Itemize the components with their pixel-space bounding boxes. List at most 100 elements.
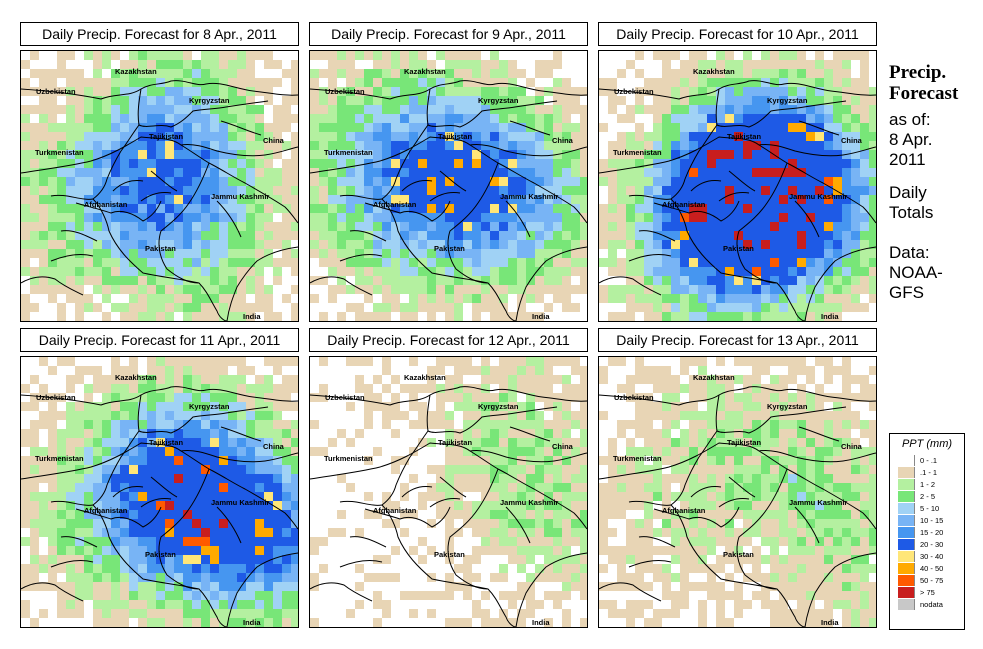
forecast-panel-13-apr: Daily Precip. Forecast for 13 Apr., 2011… (598, 328, 877, 628)
legend-swatch (898, 490, 915, 502)
legend-label: 30 - 40 (920, 551, 944, 561)
label-china: China (263, 136, 285, 145)
legend-label: 2 - 5 (920, 491, 936, 501)
legend-label: 5 - 10 (920, 503, 940, 513)
panel-title: Daily Precip. Forecast for 9 Apr., 2011 (309, 22, 588, 46)
label-afghanistan: Afghanistan (84, 506, 128, 515)
sidebar-title-line2: Forecast (889, 83, 959, 104)
label-pakistan: Pakistan (145, 244, 176, 253)
label-india: India (821, 312, 839, 321)
legend-title: PPT (mm) (901, 438, 953, 450)
legend-label: 15 - 20 (920, 527, 944, 537)
label-kyrgyzstan: Kyrgyzstan (767, 402, 808, 411)
label-jammu-kashmir: Jammu Kashmir (789, 498, 847, 507)
label-afghanistan: Afghanistan (84, 200, 128, 209)
label-jammu-kashmir: Jammu Kashmir (500, 498, 558, 507)
legend-label: 10 - 15 (920, 515, 944, 525)
label-kazakhstan: Kazakhstan (404, 373, 446, 382)
legend-item: 30 - 40 (898, 550, 964, 562)
legend-label: .1 - 1 (920, 467, 938, 477)
label-afghanistan: Afghanistan (662, 506, 706, 515)
label-kyrgyzstan: Kyrgyzstan (767, 96, 808, 105)
legend-swatch (898, 586, 915, 598)
legend-item: 40 - 50 (898, 562, 964, 574)
sidebar-source: Data: NOAA- GFS (889, 243, 943, 303)
sidebar-period: Daily Totals (889, 183, 933, 223)
label-kyrgyzstan: Kyrgyzstan (189, 402, 230, 411)
precip-map: Kazakhstan Uzbekistan Kyrgyzstan Tajikis… (309, 356, 588, 628)
precip-map: Kazakhstan Uzbekistan Kyrgyzstan Tajikis… (20, 356, 299, 628)
label-uzbekistan: Uzbekistan (614, 87, 654, 96)
label-pakistan: Pakistan (434, 550, 465, 559)
legend-swatch (898, 574, 915, 586)
panel-title: Daily Precip. Forecast for 12 Apr., 2011 (309, 328, 588, 352)
legend-swatch (898, 478, 915, 490)
label-jammu-kashmir: Jammu Kashmir (211, 192, 269, 201)
label-kyrgyzstan: Kyrgyzstan (478, 402, 519, 411)
forecast-panel-10-apr: Daily Precip. Forecast for 10 Apr., 2011… (598, 22, 877, 322)
label-china: China (841, 442, 863, 451)
label-uzbekistan: Uzbekistan (36, 393, 76, 402)
country-borders (599, 80, 876, 321)
legend-item: 5 - 10 (898, 502, 964, 514)
source-label: Data: (889, 243, 930, 262)
country-borders (310, 80, 587, 321)
forecast-panel-12-apr: Daily Precip. Forecast for 12 Apr., 2011… (309, 328, 588, 628)
label-kazakhstan: Kazakhstan (115, 373, 157, 382)
legend-label: nodata (920, 599, 943, 609)
period-line1: Daily (889, 183, 927, 202)
sidebar-title: Precip. Forecast (889, 62, 958, 104)
label-china: China (841, 136, 863, 145)
label-kazakhstan: Kazakhstan (404, 67, 446, 76)
label-tajikistan: Tajikistan (727, 132, 761, 141)
label-jammu-kashmir: Jammu Kashmir (500, 192, 558, 201)
legend-item: 10 - 15 (898, 514, 964, 526)
label-tajikistan: Tajikistan (149, 132, 183, 141)
precip-map: Kazakhstan Uzbekistan Kyrgyzstan Tajikis… (20, 50, 299, 322)
precip-map: Kazakhstan Uzbekistan Kyrgyzstan Tajikis… (598, 50, 877, 322)
precip-cells (310, 51, 587, 321)
precip-map: Kazakhstan Uzbekistan Kyrgyzstan Tajikis… (309, 50, 588, 322)
source-line2: GFS (889, 283, 924, 302)
label-turkmenistan: Turkmenistan (613, 454, 662, 463)
label-tajikistan: Tajikistan (438, 132, 472, 141)
legend-label: 1 - 2 (920, 479, 936, 489)
precip-cells (21, 357, 298, 627)
label-pakistan: Pakistan (723, 550, 754, 559)
legend-swatch (898, 502, 915, 514)
precip-cells (599, 357, 876, 627)
label-india: India (532, 618, 550, 627)
sidebar-asof: as of: 8 Apr. 2011 (889, 110, 932, 170)
legend-item: 50 - 75 (898, 574, 964, 586)
legend-item: > 75 (898, 586, 964, 598)
legend-item: 1 - 2 (898, 478, 964, 490)
label-pakistan: Pakistan (434, 244, 465, 253)
label-tajikistan: Tajikistan (727, 438, 761, 447)
label-afghanistan: Afghanistan (662, 200, 706, 209)
label-turkmenistan: Turkmenistan (613, 148, 662, 157)
legend-swatch (898, 526, 915, 538)
label-afghanistan: Afghanistan (373, 200, 417, 209)
legend-label: 50 - 75 (920, 575, 944, 585)
forecast-panel-8-apr: Daily Precip. Forecast for 8 Apr., 2011 … (20, 22, 299, 322)
label-india: India (821, 618, 839, 627)
label-india: India (243, 312, 261, 321)
legend-item: nodata (898, 598, 964, 610)
label-china: China (552, 136, 574, 145)
label-turkmenistan: Turkmenistan (35, 148, 84, 157)
label-pakistan: Pakistan (723, 244, 754, 253)
label-china: China (263, 442, 285, 451)
legend-item: 2 - 5 (898, 490, 964, 502)
legend-swatch (898, 562, 915, 574)
legend-swatch (898, 598, 915, 610)
label-tajikistan: Tajikistan (149, 438, 183, 447)
label-kazakhstan: Kazakhstan (693, 67, 735, 76)
label-kazakhstan: Kazakhstan (693, 373, 735, 382)
asof-date-line2: 2011 (889, 150, 926, 169)
panel-title: Daily Precip. Forecast for 13 Apr., 2011 (598, 328, 877, 352)
label-turkmenistan: Turkmenistan (324, 454, 373, 463)
label-india: India (532, 312, 550, 321)
country-borders (310, 386, 587, 627)
label-jammu-kashmir: Jammu Kashmir (789, 192, 847, 201)
label-uzbekistan: Uzbekistan (325, 87, 365, 96)
